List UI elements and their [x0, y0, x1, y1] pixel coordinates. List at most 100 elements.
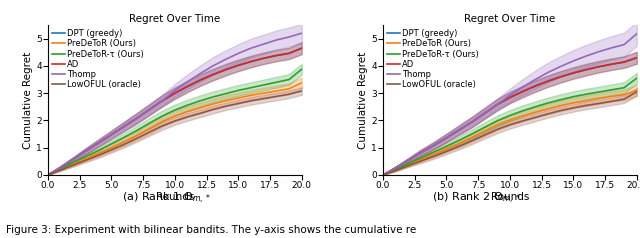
Line: LowOFUL (oracle): LowOFUL (oracle) — [48, 91, 302, 175]
AD — [519, 90, 527, 93]
AD — [481, 112, 488, 115]
Thomp — [468, 121, 476, 124]
AD — [82, 149, 90, 152]
Thomp — [158, 99, 166, 102]
PreDeToR-$\tau$ (Ours) — [44, 174, 52, 176]
LowOFUL (oracle) — [519, 119, 527, 122]
PreDeToR-$\tau$ (Ours) — [493, 119, 501, 122]
AD — [44, 174, 52, 176]
AD — [531, 85, 539, 88]
Thomp — [544, 71, 552, 74]
LowOFUL (oracle) — [108, 149, 115, 151]
AD — [209, 73, 217, 76]
AD — [298, 47, 306, 50]
Thomp — [582, 55, 590, 58]
PreDeToR (Ours) — [82, 157, 90, 160]
PreDeToR-$\tau$ (Ours) — [209, 95, 217, 98]
AD — [146, 108, 154, 111]
AD — [133, 117, 141, 120]
DPT (greedy) — [633, 56, 640, 59]
Line: PreDeToR-$\tau$ (Ours): PreDeToR-$\tau$ (Ours) — [383, 78, 637, 175]
LowOFUL (oracle) — [493, 128, 501, 131]
PreDeToR (Ours) — [171, 115, 179, 118]
Line: LowOFUL (oracle): LowOFUL (oracle) — [383, 92, 637, 175]
AD — [620, 61, 628, 64]
PreDeToR-$\tau$ (Ours) — [95, 149, 102, 152]
LowOFUL (oracle) — [196, 112, 204, 115]
PreDeToR (Ours) — [595, 97, 603, 100]
PreDeToR (Ours) — [506, 119, 514, 121]
PreDeToR-$\tau$ (Ours) — [82, 155, 90, 158]
PreDeToR-$\tau$ (Ours) — [57, 168, 65, 170]
LowOFUL (oracle) — [481, 134, 488, 137]
PreDeToR (Ours) — [196, 106, 204, 109]
DPT (greedy) — [570, 72, 577, 74]
DPT (greedy) — [544, 80, 552, 83]
PreDeToR-$\tau$ (Ours) — [247, 86, 255, 89]
PreDeToR-$\tau$ (Ours) — [506, 114, 514, 117]
LowOFUL (oracle) — [285, 93, 293, 96]
DPT (greedy) — [285, 52, 293, 55]
PreDeToR (Ours) — [184, 110, 191, 113]
PreDeToR-$\tau$ (Ours) — [196, 99, 204, 102]
Thomp — [82, 149, 90, 152]
AD — [285, 52, 293, 55]
AD — [184, 85, 191, 88]
LowOFUL (oracle) — [158, 124, 166, 127]
LowOFUL (oracle) — [544, 112, 552, 115]
Text: (b) Rank 2 $\Theta_{m,*}$: (b) Rank 2 $\Theta_{m,*}$ — [432, 191, 522, 206]
Thomp — [44, 174, 52, 176]
PreDeToR (Ours) — [285, 87, 293, 90]
Thomp — [443, 136, 451, 139]
AD — [455, 129, 463, 131]
DPT (greedy) — [184, 85, 191, 88]
PreDeToR (Ours) — [260, 92, 268, 94]
PreDeToR (Ours) — [417, 158, 425, 161]
AD — [417, 151, 425, 154]
Thomp — [519, 86, 527, 89]
LowOFUL (oracle) — [44, 174, 52, 176]
DPT (greedy) — [455, 129, 463, 131]
PreDeToR (Ours) — [455, 142, 463, 145]
PreDeToR (Ours) — [133, 134, 141, 137]
DPT (greedy) — [582, 68, 590, 71]
PreDeToR-$\tau$ (Ours) — [481, 126, 488, 129]
PreDeToR (Ours) — [379, 174, 387, 176]
Thomp — [184, 80, 191, 83]
AD — [196, 79, 204, 81]
Legend: DPT (greedy), PreDeToR (Ours), PreDeToR-τ (Ours), AD, Thomp, LowOFUL (oracle): DPT (greedy), PreDeToR (Ours), PreDeToR-… — [385, 28, 481, 91]
DPT (greedy) — [620, 61, 628, 64]
DPT (greedy) — [260, 57, 268, 60]
PreDeToR-$\tau$ (Ours) — [557, 98, 564, 101]
AD — [404, 159, 412, 162]
PreDeToR (Ours) — [493, 123, 501, 126]
DPT (greedy) — [234, 64, 242, 67]
LowOFUL (oracle) — [222, 105, 230, 108]
LowOFUL (oracle) — [146, 131, 154, 134]
PreDeToR (Ours) — [607, 95, 615, 98]
LowOFUL (oracle) — [595, 102, 603, 105]
PreDeToR-$\tau$ (Ours) — [298, 68, 306, 71]
LowOFUL (oracle) — [607, 100, 615, 103]
PreDeToR (Ours) — [108, 146, 115, 149]
LowOFUL (oracle) — [455, 145, 463, 148]
DPT (greedy) — [146, 108, 154, 111]
LowOFUL (oracle) — [430, 155, 438, 158]
LowOFUL (oracle) — [468, 139, 476, 142]
Thomp — [506, 94, 514, 97]
LowOFUL (oracle) — [171, 119, 179, 122]
PreDeToR (Ours) — [298, 81, 306, 84]
PreDeToR-$\tau$ (Ours) — [70, 161, 77, 164]
Thomp — [430, 144, 438, 147]
Y-axis label: Cumulative Regret: Cumulative Regret — [358, 51, 368, 149]
DPT (greedy) — [222, 68, 230, 71]
Title: Regret Over Time: Regret Over Time — [464, 14, 556, 24]
PreDeToR-$\tau$ (Ours) — [443, 145, 451, 148]
DPT (greedy) — [531, 85, 539, 88]
DPT (greedy) — [481, 112, 488, 115]
Thomp — [417, 151, 425, 154]
DPT (greedy) — [298, 47, 306, 50]
DPT (greedy) — [82, 149, 90, 152]
PreDeToR (Ours) — [44, 174, 52, 176]
Thomp — [273, 39, 280, 41]
